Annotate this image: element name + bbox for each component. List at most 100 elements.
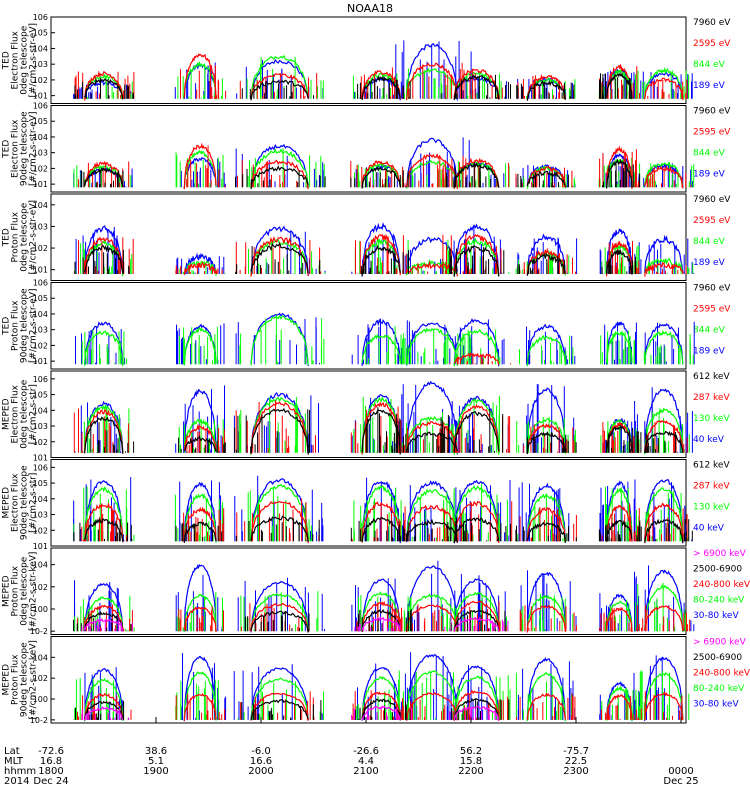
y-axis-label: Electron Flux xyxy=(11,30,21,89)
y-tick-label: 104 xyxy=(33,201,48,210)
pass-curve xyxy=(644,234,684,274)
pass-curve xyxy=(406,153,458,189)
pass-curve xyxy=(406,593,458,633)
pass-curve xyxy=(406,504,458,542)
y-tick-label: 103 xyxy=(33,60,48,69)
y-tick-label: 103 xyxy=(33,222,48,231)
lat-value: 38.6 xyxy=(145,746,167,757)
pass-curve xyxy=(526,323,566,367)
legend-entry: 7960 eV xyxy=(693,18,731,28)
y-axis-label: [#/cm2-s-str-eV] xyxy=(29,288,39,363)
pass-curve xyxy=(406,518,458,544)
pass-curve xyxy=(406,604,458,633)
pass-curve xyxy=(183,506,217,543)
y-tick-label: 103 xyxy=(33,422,48,431)
pass-curve xyxy=(250,478,309,543)
y-tick-label: 10-2 xyxy=(30,627,48,636)
pass-curve xyxy=(406,670,458,721)
pass-curve xyxy=(644,478,684,544)
pass-curve xyxy=(361,705,401,721)
y-axis-label: MEPED xyxy=(2,664,12,696)
panel-frame xyxy=(50,636,687,724)
pass-curve xyxy=(606,321,633,365)
y-tick-label: 101 xyxy=(33,92,48,101)
pass-curve xyxy=(250,225,309,277)
time-value: 1900 xyxy=(143,766,168,777)
series-189-ev xyxy=(75,312,695,367)
pass-curve xyxy=(606,593,633,631)
legend-entry: 2595 eV xyxy=(693,305,731,315)
pass-curve xyxy=(183,323,217,365)
y-axis-label: 90deg telescope xyxy=(20,111,30,186)
y-tick-label: 102 xyxy=(33,164,48,173)
y-axis-label: TED xyxy=(2,51,12,70)
x-row-label-mlt: MLT xyxy=(4,756,24,767)
pass-curve xyxy=(361,578,401,632)
time-value: 2200 xyxy=(458,766,483,777)
x-column-6: 0000 Dec 25 xyxy=(663,766,698,787)
pass-curve xyxy=(453,600,500,632)
pass-curve xyxy=(406,480,458,543)
y-axis-label: 0deg telescope xyxy=(20,379,30,449)
y-tick-label: 106 xyxy=(33,279,48,288)
y-tick-label: 106 xyxy=(33,13,48,22)
series-612-kev xyxy=(84,407,684,455)
series-2595-ev xyxy=(78,233,687,277)
pass-curve xyxy=(84,706,124,721)
y-tick-label: 104 xyxy=(33,133,48,142)
y-tick-label: 100 xyxy=(33,605,48,614)
pass-curve xyxy=(183,606,217,633)
pass-curve xyxy=(406,67,458,100)
lat-value: 56.2 xyxy=(460,746,482,757)
legend-entry: 130 keV xyxy=(693,414,730,424)
pass-curve xyxy=(644,691,684,721)
y-tick-label: 104 xyxy=(33,561,48,570)
series-2595-ev xyxy=(449,352,512,366)
legend-entry: 612 keV xyxy=(693,372,730,382)
y-tick-label: 103 xyxy=(33,326,48,335)
pass-curve xyxy=(406,488,458,541)
pass-curve xyxy=(526,571,566,632)
series-612-kev xyxy=(73,515,693,544)
pass-curve xyxy=(250,312,309,367)
pass-curve xyxy=(606,424,633,453)
pass-curve xyxy=(526,73,566,100)
pass-curve xyxy=(183,149,217,190)
chart-title: NOAA18 xyxy=(347,2,393,15)
pass-curve xyxy=(526,80,566,101)
pass-curve xyxy=(406,62,458,100)
pass-curve xyxy=(526,387,566,454)
pass-curve xyxy=(606,158,633,189)
panel-0: 101 102 103 104 105 106 TED Electron Flux 0deg t… xyxy=(2,13,731,104)
pass-curve xyxy=(183,655,217,722)
panel-frame xyxy=(50,193,687,281)
lat-value: -6.0 xyxy=(251,746,271,757)
y-axis-label: [#/cm2-s-str-keV] xyxy=(29,552,39,631)
y-tick-label: 106 xyxy=(33,102,48,111)
pass-curve xyxy=(644,672,684,720)
pass-curve xyxy=(250,692,309,721)
pass-curve xyxy=(84,70,124,101)
pass-curve xyxy=(361,333,401,364)
legend-entry: 30-80 keV xyxy=(693,700,739,710)
pass-curve xyxy=(84,403,124,453)
pass-curve xyxy=(183,53,217,98)
legend-entry: 240-800 keV xyxy=(693,580,750,590)
pass-curve xyxy=(406,327,458,366)
pass-curve xyxy=(406,691,458,721)
y-axis-label: [#/cm2-s-str-eV] xyxy=(29,111,39,186)
mlt-value: 22.5 xyxy=(565,756,587,767)
pass-curve xyxy=(183,692,217,722)
lat-value: -26.6 xyxy=(353,746,379,757)
pass-curve xyxy=(406,42,458,101)
legend-entry: 844 eV xyxy=(693,60,726,70)
pass-curve xyxy=(644,420,684,452)
pass-curve xyxy=(453,234,500,275)
legend-entry: 189 eV xyxy=(693,347,726,357)
pass-curve xyxy=(361,401,401,455)
y-tick-label: 106 xyxy=(33,375,48,384)
pass-curve xyxy=(250,667,309,721)
pass-curve xyxy=(453,517,500,544)
pass-curve xyxy=(453,318,500,367)
series-40-kev xyxy=(74,380,693,455)
